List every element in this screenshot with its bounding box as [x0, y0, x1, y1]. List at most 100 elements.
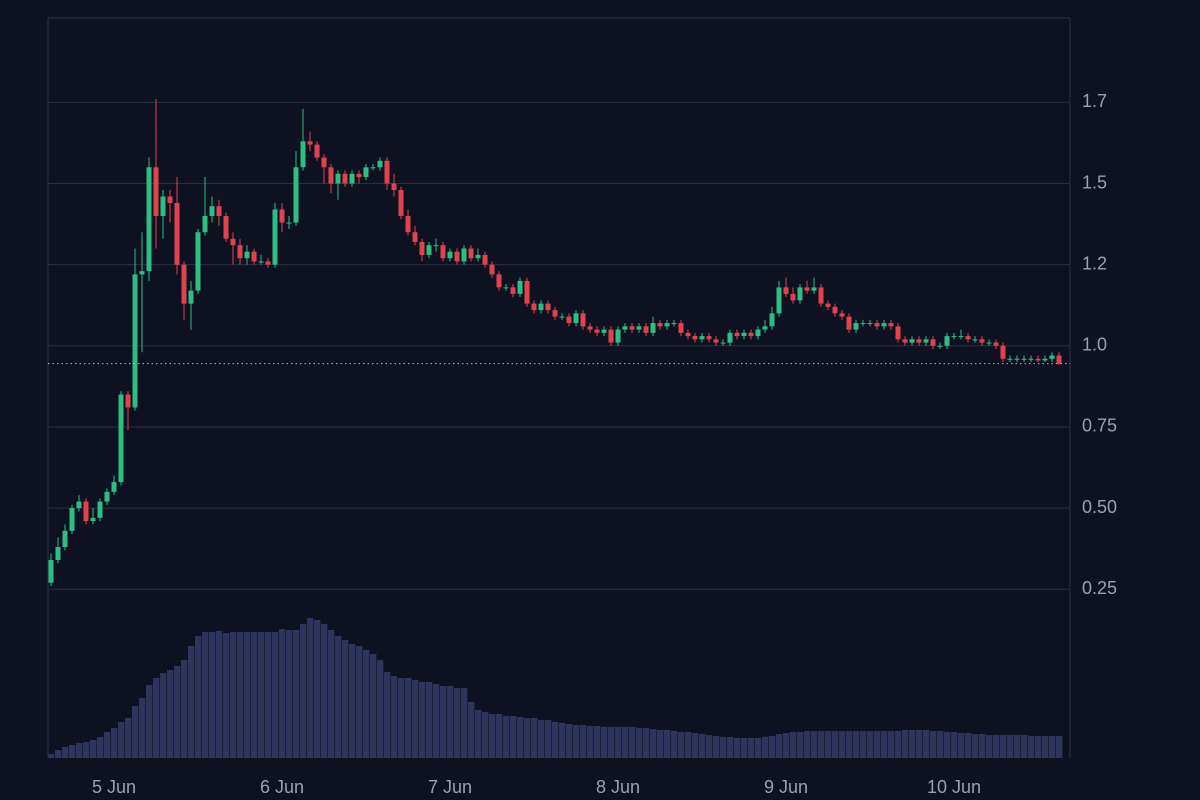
volume-bar	[146, 685, 153, 758]
volume-bar	[706, 735, 713, 758]
x-tick-label: 10 Jun	[927, 777, 981, 797]
candle-body	[797, 287, 803, 301]
candle-body	[888, 323, 894, 327]
volume-bar	[237, 632, 244, 758]
candle-body	[475, 254, 481, 259]
candle-body	[300, 141, 306, 168]
y-tick-label: 1.7	[1082, 91, 1107, 111]
candle-body	[76, 501, 82, 509]
candle-body	[1000, 345, 1006, 359]
volume-bar	[1021, 735, 1028, 758]
candle-body	[251, 251, 257, 262]
candle-body	[615, 329, 621, 343]
candle-body	[671, 323, 677, 325]
volume-bar	[552, 722, 559, 758]
candle-body	[384, 160, 390, 184]
candle-body	[734, 332, 740, 337]
volume-bar	[188, 646, 195, 758]
volume-bar	[741, 738, 748, 758]
volume-bar	[692, 733, 699, 758]
candle-body	[146, 167, 152, 272]
candle-body	[867, 323, 873, 325]
y-tick-label: 0.25	[1082, 578, 1117, 598]
candle-body	[83, 501, 89, 522]
volume-bar	[825, 731, 832, 758]
volume-bar	[909, 730, 916, 758]
volume-bar	[433, 684, 440, 758]
candle-body	[965, 336, 971, 340]
candle-body	[566, 316, 572, 324]
volume-bar	[496, 714, 503, 758]
volume-bar	[678, 732, 685, 758]
volume-bar	[762, 737, 769, 758]
candle-body	[811, 287, 817, 291]
candle-body	[685, 332, 691, 337]
volume-bar	[524, 718, 531, 758]
candle-body	[1035, 358, 1041, 361]
volume-bar	[545, 720, 552, 758]
candle-body	[517, 280, 523, 294]
x-tick-label: 7 Jun	[428, 777, 472, 797]
y-tick-label: 0.75	[1082, 416, 1117, 436]
volume-bar	[370, 654, 377, 758]
volume-bar	[391, 676, 398, 758]
candle-body	[958, 336, 964, 338]
candle-body	[818, 287, 824, 304]
candle-body	[727, 332, 733, 343]
volume-bar	[342, 640, 349, 758]
candle-body	[531, 303, 537, 311]
candle-body	[216, 206, 222, 216]
volume-bar	[307, 618, 314, 758]
volume-bar	[300, 624, 307, 758]
volume-bar	[1028, 736, 1035, 758]
volume-bar	[888, 731, 895, 758]
volume-bar	[587, 726, 594, 758]
candle-body	[510, 287, 516, 294]
volume-bar	[727, 737, 734, 758]
volume-bar	[174, 666, 181, 758]
candle-body	[559, 316, 565, 318]
candle-body	[545, 303, 551, 311]
candle-body	[244, 251, 250, 259]
candle-body	[993, 342, 999, 346]
volume-bar	[986, 735, 993, 758]
candle-body	[209, 206, 215, 216]
volume-bar	[97, 737, 104, 758]
candle-body	[293, 167, 299, 223]
volume-bar	[657, 730, 664, 758]
candle-body	[622, 326, 628, 330]
volume-bar	[223, 633, 230, 758]
volume-bar	[517, 717, 524, 758]
volume-bar	[1000, 735, 1007, 758]
volume-bar	[972, 734, 979, 758]
volume-bar	[811, 731, 818, 758]
volume-bar	[461, 688, 468, 758]
volume-bar	[867, 731, 874, 758]
candle-body	[433, 245, 439, 247]
y-tick-label: 1.0	[1082, 335, 1107, 355]
candle-body	[468, 248, 474, 259]
volume-bar	[335, 636, 342, 758]
y-tick-label: 1.2	[1082, 253, 1107, 273]
candle-body	[69, 508, 75, 531]
volume-bar	[790, 732, 797, 758]
candle-body	[594, 329, 600, 333]
volume-bar	[608, 727, 615, 758]
volume-bar	[783, 733, 790, 758]
volume-bar	[734, 738, 741, 758]
candle-body	[986, 342, 992, 344]
candle-body	[118, 394, 124, 483]
volume-bar	[475, 710, 482, 758]
candle-body	[328, 167, 334, 184]
volume-bar	[629, 727, 636, 758]
volume-bar	[153, 678, 160, 758]
volume-bar	[853, 731, 860, 758]
candle-body	[398, 190, 404, 216]
candle-body	[664, 323, 670, 327]
volume-bar	[916, 730, 923, 758]
volume-bar	[755, 738, 762, 758]
candle-body	[601, 329, 607, 333]
volume-bar	[559, 723, 566, 758]
volume-bar	[244, 632, 251, 758]
